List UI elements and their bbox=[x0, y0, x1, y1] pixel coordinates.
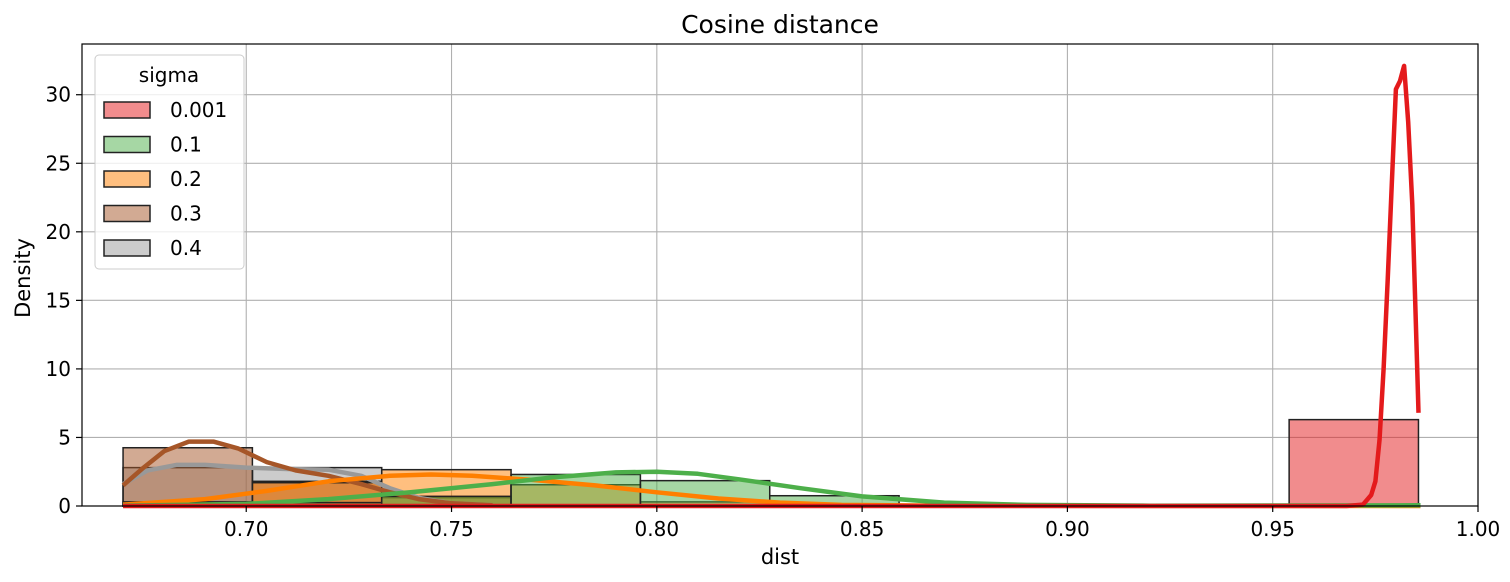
legend-items: 0.001 0.1 0.2 0.3 0.4 bbox=[103, 98, 227, 260]
kde-line-sigma-0.3 bbox=[121, 439, 493, 508]
legend-swatch-0.1 bbox=[103, 135, 151, 154]
x-tick-label-0: 0.70 bbox=[224, 517, 269, 541]
legend-swatch-0.2 bbox=[103, 170, 151, 188]
legend-swatch-0.001 bbox=[103, 101, 151, 119]
y-tick-label-6: 30 bbox=[46, 83, 71, 107]
x-tick-label-3: 0.85 bbox=[840, 517, 885, 541]
x-tick-label-4: 0.90 bbox=[1045, 517, 1090, 541]
legend: sigma 0.001 0.1 0.2 0.3 0.4 bbox=[94, 54, 245, 270]
kde-line-sigma-0.001 bbox=[123, 63, 1421, 509]
x-tick-label-1: 0.75 bbox=[429, 517, 474, 541]
legend-title: sigma bbox=[139, 63, 199, 87]
legend-swatch-0.4 bbox=[103, 239, 151, 257]
y-tick-label-4: 20 bbox=[46, 220, 71, 244]
x-axis-label: dist bbox=[761, 545, 799, 569]
legend-label-0.4: 0.4 bbox=[170, 236, 202, 260]
x-tick-label-6: 1.00 bbox=[1456, 517, 1501, 541]
y-tick-label-0: 0 bbox=[58, 494, 71, 518]
plot-frame bbox=[81, 43, 1479, 507]
legend-label-0.1: 0.1 bbox=[170, 133, 202, 157]
legend-swatch-0.3 bbox=[103, 204, 151, 223]
legend-label-0.2: 0.2 bbox=[170, 167, 202, 191]
bar-sigma-0.001-bin-0 bbox=[1288, 418, 1420, 507]
x-tick-label-2: 0.80 bbox=[635, 517, 680, 541]
x-axis-ticks: 0.70 0.75 0.80 0.85 0.90 0.95 1.00 bbox=[224, 506, 1500, 541]
kde-curves bbox=[121, 63, 1421, 509]
y-tick-label-1: 5 bbox=[58, 425, 71, 449]
y-tick-label-3: 15 bbox=[46, 288, 71, 312]
y-axis-ticks: 0 5 10 15 20 25 30 bbox=[46, 83, 82, 518]
legend-label-0.3: 0.3 bbox=[170, 202, 202, 226]
y-tick-label-2: 10 bbox=[46, 357, 71, 381]
chart-title: Cosine distance bbox=[681, 10, 879, 39]
x-tick-label-5: 0.95 bbox=[1250, 517, 1295, 541]
y-tick-label-5: 25 bbox=[46, 151, 71, 175]
legend-label-0.001: 0.001 bbox=[170, 98, 227, 122]
y-axis-label: Density bbox=[11, 238, 35, 318]
